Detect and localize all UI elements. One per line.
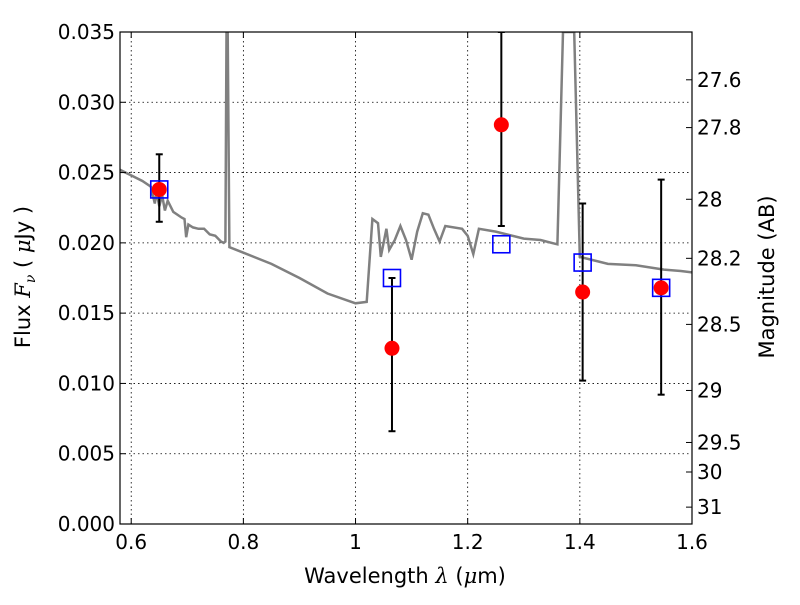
grid-layer [120,31,693,525]
y2-tick-label: 31 [697,495,722,519]
spectrum-line [120,32,692,305]
y-tick-label: 0.025 [58,161,115,185]
y2-tick-label: 27.8 [697,116,742,140]
model-point [382,268,402,288]
y-tick-label: 0.035 [58,20,115,44]
x-tick-label: 1.2 [452,530,484,554]
y2-tick-label: 28 [697,187,722,211]
observed-points [151,117,669,356]
x-tick-label: 0.6 [115,530,147,554]
errorbar-layer [155,32,665,433]
y-axis-title: Flux Fν ( μJy ) [11,206,39,348]
x-tick-label: 1.4 [564,530,596,554]
x-tick-label: 1.6 [676,530,708,554]
plot-frame [119,31,693,525]
observed-point [384,340,400,356]
tick-layer [120,31,693,525]
observed-point [575,284,591,300]
observed-point [151,181,167,197]
y-tick-label: 0.000 [58,512,115,536]
plot-area [120,32,692,433]
y-tick-label: 0.020 [58,231,115,255]
y2-tick-label: 29 [697,378,722,402]
model-point [651,278,671,298]
model-point [149,180,169,199]
y-tick-label: 0.015 [58,301,115,325]
y-tick-label: 0.005 [58,442,115,466]
model-points [149,180,671,298]
y2-tick-label: 29.5 [697,430,742,454]
y-tick-label: 0.010 [58,371,115,395]
x-tick-label: 1 [349,530,362,554]
y2-tick-label: 30 [697,460,722,484]
x-axis-title: Wavelength λ (μm) [304,564,506,588]
y2-axis-title: Magnitude (AB) [755,195,779,358]
x-tick-label: 0.8 [227,530,259,554]
observed-point [653,280,669,296]
y2-tick-label: 28.2 [697,246,742,270]
observed-point [493,117,509,133]
label-layer: 0.6 0.8 1 1.2 1.4 1.6 0.000 0.005 0.010 0.015 0.02… [58,20,742,554]
model-point [573,253,592,272]
y2-tick-label: 28.5 [697,312,742,336]
y-tick-label: 0.030 [58,90,115,114]
y2-tick-label: 27.6 [697,68,742,92]
model-point [492,234,511,254]
